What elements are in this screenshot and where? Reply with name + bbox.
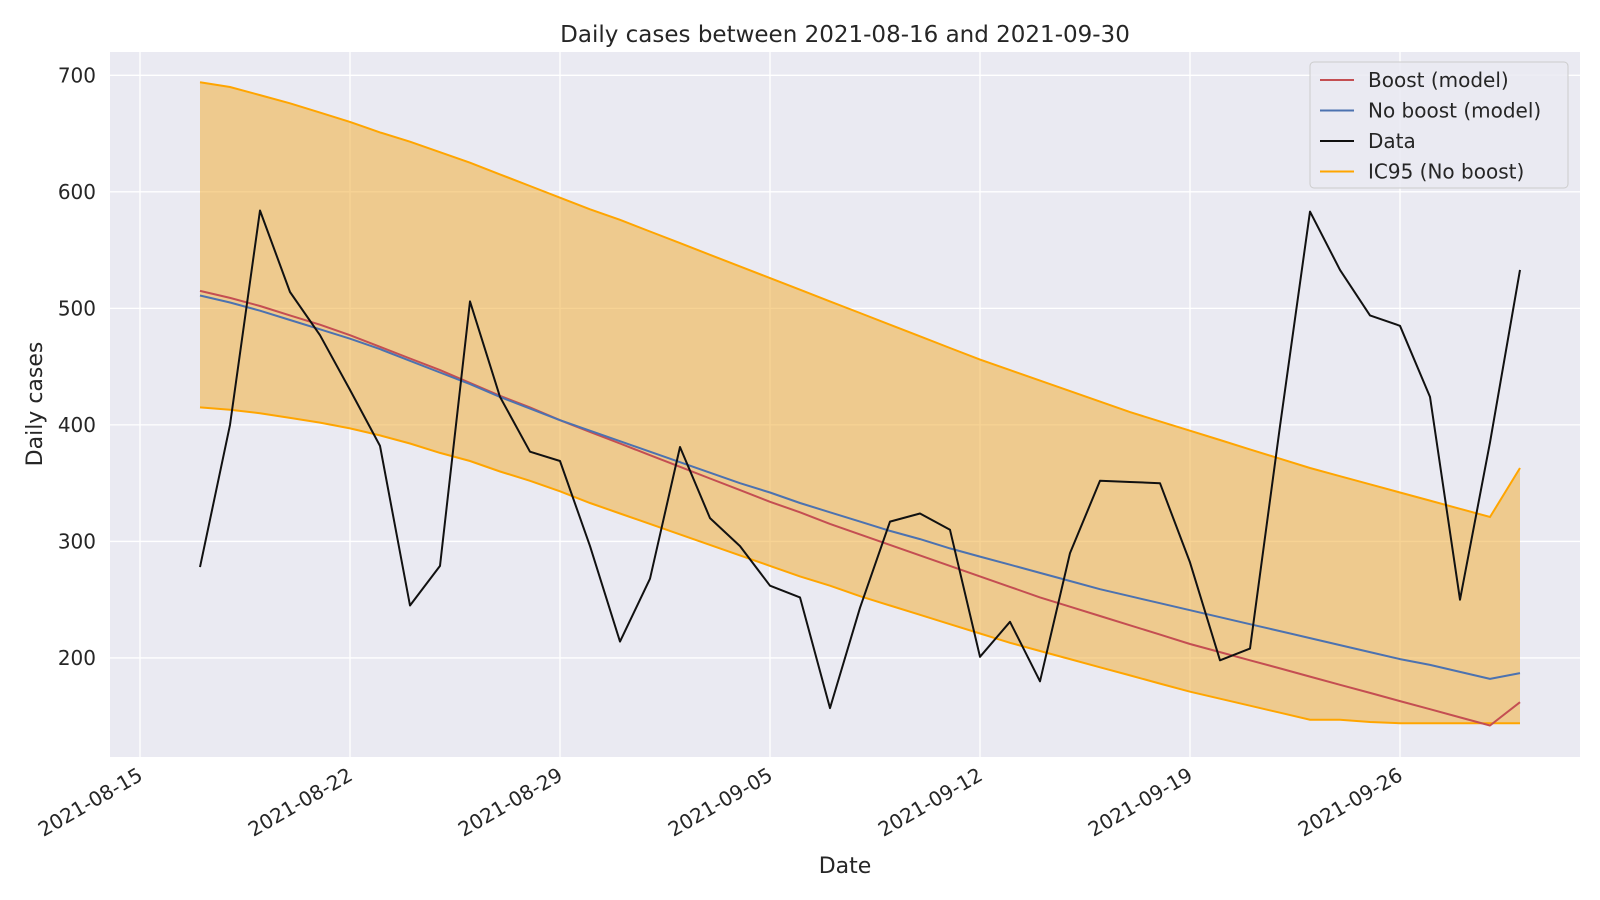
y-tick-label: 700	[58, 63, 96, 87]
x-tick-label: 2021-09-26	[1294, 763, 1407, 842]
y-tick-label: 300	[58, 529, 96, 553]
y-tick-label: 200	[58, 646, 96, 670]
ic95-lower-line	[199, 406, 1520, 725]
ic95-upper-line	[199, 81, 1521, 519]
y-tick-label: 500	[58, 296, 96, 320]
legend-label: Boost (model)	[1368, 68, 1509, 92]
legend-label: Data	[1368, 129, 1416, 153]
y-axis-title: Daily cases	[23, 342, 48, 467]
x-tick-label: 2021-08-15	[34, 763, 147, 842]
legend: Boost (model) No boost (model) Data IC95 (N…	[1309, 61, 1569, 189]
legend-box	[1309, 61, 1569, 189]
x-tick-label: 2021-08-22	[244, 763, 357, 842]
x-tick-labels: 2021-08-15 2021-08-22 2021-08-29 2021-09-05…	[34, 763, 1407, 842]
legend-label: IC95 (No boost)	[1368, 160, 1524, 184]
y-tick-labels: 200 300 400 500 600 700	[58, 63, 96, 670]
series-lines	[199, 209, 1521, 727]
x-tick-label: 2021-09-05	[664, 763, 777, 842]
x-axis-title: Date	[819, 854, 872, 879]
x-tick-label: 2021-09-12	[874, 763, 987, 842]
data-line	[199, 209, 1521, 710]
y-tick-label: 400	[58, 413, 96, 437]
chart-title: Daily cases between 2021-08-16 and 2021-…	[560, 22, 1130, 48]
no-boost-model-line	[199, 294, 1521, 680]
boost-model-line	[199, 289, 1521, 727]
x-tick-label: 2021-08-29	[454, 763, 567, 842]
y-tick-label: 600	[58, 180, 96, 204]
x-tick-label: 2021-09-19	[1084, 763, 1197, 842]
legend-label: No boost (model)	[1368, 99, 1541, 123]
